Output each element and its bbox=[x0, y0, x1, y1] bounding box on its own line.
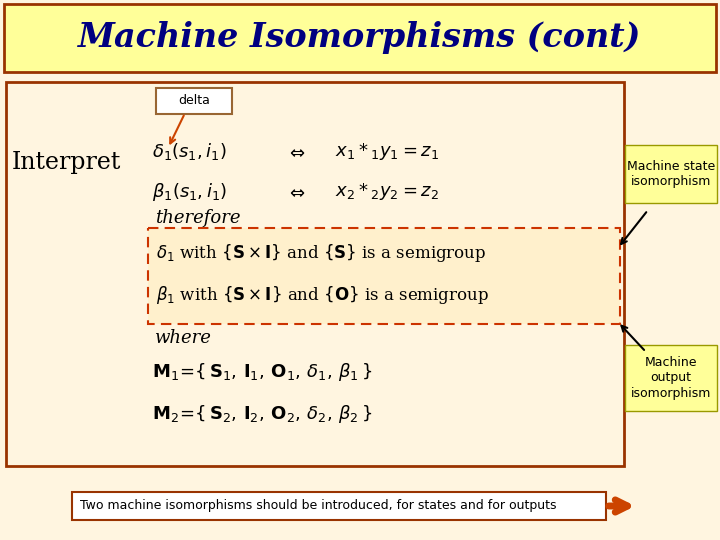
Text: $\mathbf{M}_1\!=\!\{\,\mathbf{S}_1,\,\mathbf{I}_1,\,\mathbf{O}_1,\,\delta_1,\,\b: $\mathbf{M}_1\!=\!\{\,\mathbf{S}_1,\,\ma… bbox=[152, 361, 372, 383]
FancyBboxPatch shape bbox=[156, 88, 232, 114]
Text: $x_1*_1y_1=z_1$: $x_1*_1y_1=z_1$ bbox=[335, 141, 439, 163]
Text: $x_2*_2y_2=z_2$: $x_2*_2y_2=z_2$ bbox=[335, 181, 438, 202]
Text: therefore: therefore bbox=[155, 209, 240, 227]
Text: $\Leftrightarrow$: $\Leftrightarrow$ bbox=[286, 183, 306, 201]
Text: delta: delta bbox=[178, 94, 210, 107]
Text: where: where bbox=[155, 329, 212, 347]
Text: $\beta_1$ with $\{\mathbf{S}\times\mathbf{I}\}$ and $\{\mathbf{O}\}$ is a semigr: $\beta_1$ with $\{\mathbf{S}\times\mathb… bbox=[156, 284, 489, 306]
Bar bbox=[72, 492, 606, 520]
FancyBboxPatch shape bbox=[625, 145, 717, 203]
FancyBboxPatch shape bbox=[625, 345, 717, 411]
Text: $\mathbf{M}_2\!=\!\{\,\mathbf{S}_2,\,\mathbf{I}_2,\,\mathbf{O}_2,\,\delta_2,\,\b: $\mathbf{M}_2\!=\!\{\,\mathbf{S}_2,\,\ma… bbox=[152, 403, 372, 425]
Text: Interpret: Interpret bbox=[12, 152, 122, 174]
FancyBboxPatch shape bbox=[4, 4, 716, 72]
Text: Machine Isomorphisms (cont): Machine Isomorphisms (cont) bbox=[78, 22, 642, 55]
Text: $\delta_1$ with $\{\mathbf{S}\times\mathbf{I}\}$ and $\{\mathbf{S}\}$ is a semig: $\delta_1$ with $\{\mathbf{S}\times\math… bbox=[156, 242, 487, 264]
Text: Machine state
isomorphism: Machine state isomorphism bbox=[627, 160, 715, 188]
Text: $\beta_1\left(s_1,i_1\right)$: $\beta_1\left(s_1,i_1\right)$ bbox=[152, 181, 227, 203]
Bar bbox=[148, 228, 620, 324]
Text: Two machine isomorphisms should be introduced, for states and for outputs: Two machine isomorphisms should be intro… bbox=[80, 500, 557, 512]
FancyBboxPatch shape bbox=[6, 82, 624, 466]
Text: Machine
output
isomorphism: Machine output isomorphism bbox=[631, 356, 711, 400]
Text: $\delta_1\left(s_1,i_1\right)$: $\delta_1\left(s_1,i_1\right)$ bbox=[152, 141, 227, 163]
Text: $\Leftrightarrow$: $\Leftrightarrow$ bbox=[286, 143, 306, 161]
